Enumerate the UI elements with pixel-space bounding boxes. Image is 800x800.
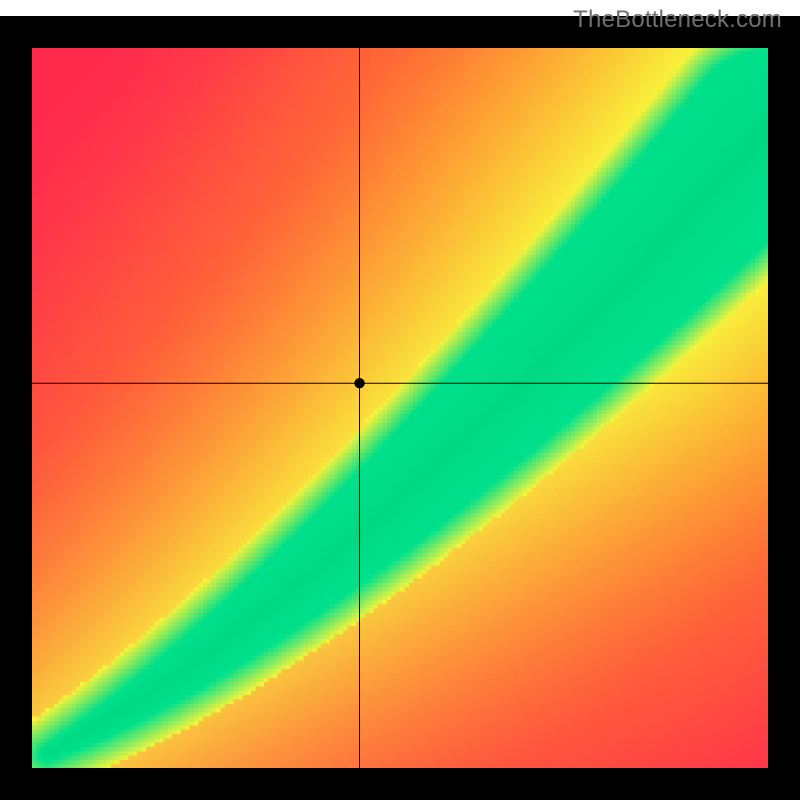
chart-canvas — [0, 0, 800, 800]
bottleneck-chart: TheBottleneck.com — [0, 0, 800, 800]
watermark-label: TheBottleneck.com — [573, 6, 782, 34]
crosshair-marker — [354, 378, 364, 388]
